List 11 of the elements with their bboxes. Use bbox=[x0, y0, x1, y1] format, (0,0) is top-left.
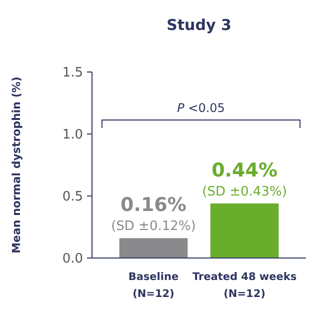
chart-title: Study 3 bbox=[166, 16, 232, 34]
y-tick-label: 0.5 bbox=[62, 190, 83, 205]
annotation: P <0.05 bbox=[177, 101, 225, 115]
y-tick-label: 1.0 bbox=[62, 128, 83, 143]
data-label: 0.44% (SD ±0.43%) bbox=[202, 159, 287, 200]
y-tick-label: 1.5 bbox=[62, 66, 83, 81]
y-axis-title: Mean normal dystrophin (%) bbox=[10, 76, 23, 254]
y-tick-label: 0.0 bbox=[62, 252, 83, 267]
data-label: 0.16% (SD ±0.12%) bbox=[111, 194, 196, 234]
x-tick-label: Baseline (N=12) bbox=[128, 271, 179, 300]
x-tick-label: Treated 48 weeks (N=12) bbox=[192, 271, 297, 300]
